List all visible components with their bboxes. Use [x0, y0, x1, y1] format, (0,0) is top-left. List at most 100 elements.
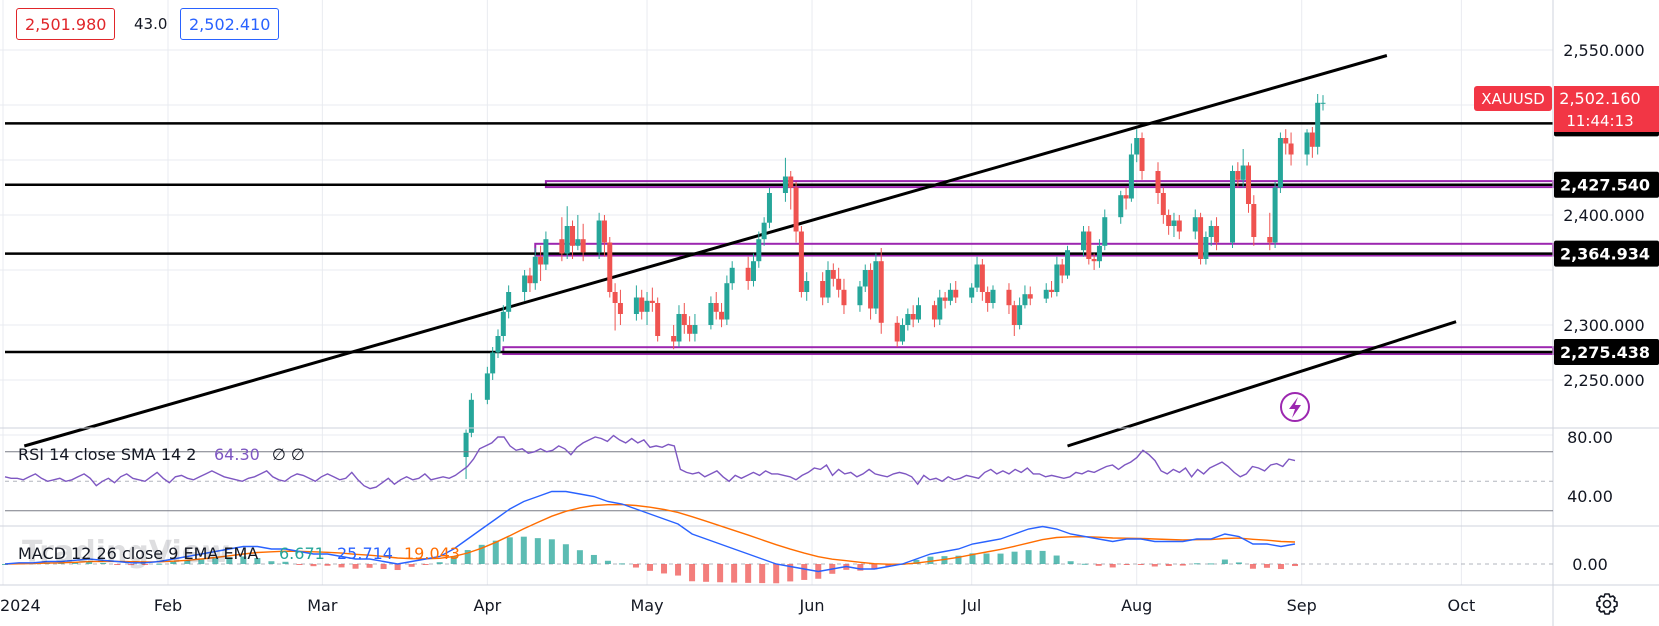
- candle-11: [543, 231, 549, 270]
- macd-hist-33: [464, 550, 471, 564]
- macd-hist-72: [1011, 551, 1018, 564]
- price-tick-0: 2,550.000: [1563, 41, 1644, 60]
- candle-73: [1011, 300, 1017, 336]
- candle-body-33: [713, 303, 719, 312]
- time-tick-8: Sep: [1287, 596, 1317, 615]
- macd-hist-8: [114, 564, 121, 565]
- candle-94: [1166, 209, 1172, 235]
- macd-hist-24: [338, 564, 345, 568]
- candle-body-92: [1155, 171, 1161, 193]
- rsi-legend[interactable]: RSI 14 close SMA 14 2 64.30 ∅ ∅: [18, 445, 305, 464]
- candle-6: [506, 285, 512, 319]
- candle-102: [1230, 165, 1236, 248]
- candle-97: [1192, 209, 1198, 240]
- candle-body-73: [1011, 305, 1017, 325]
- candle-20: [612, 283, 618, 331]
- candle-body-39: [756, 239, 762, 262]
- candle-41: [766, 187, 772, 229]
- macd-hist-50: [703, 564, 710, 582]
- candle-66: [953, 281, 959, 303]
- time-tick-1: Feb: [154, 596, 182, 615]
- macd-hist-80: [1123, 564, 1130, 565]
- time-axis[interactable]: 2024 Feb Mar Apr May Jun Jul Aug Sep Oct: [0, 596, 1475, 615]
- gear-icon[interactable]: [1596, 593, 1618, 615]
- ask-price-box[interactable]: 2,502.410: [180, 8, 280, 40]
- candle-body-26: [655, 303, 661, 336]
- macd-hist-31: [436, 562, 443, 564]
- candle-body-20: [612, 292, 618, 303]
- candle-50: [836, 267, 842, 298]
- macd-hist-87: [1221, 559, 1228, 564]
- candle-body-81: [1065, 250, 1071, 276]
- candle-33: [713, 292, 719, 320]
- candle-body-103: [1235, 171, 1241, 180]
- lightning-icon[interactable]: [1280, 392, 1310, 422]
- candle-84: [1091, 253, 1097, 270]
- macd-hist-39: [548, 539, 555, 564]
- candle-101: [1214, 217, 1220, 251]
- candle-27: [671, 325, 677, 350]
- symbol-label: XAUUSD: [1481, 90, 1545, 108]
- macd-hist-89: [1249, 564, 1256, 569]
- candle-72: [1006, 283, 1012, 314]
- candle-body-51: [841, 289, 847, 306]
- level-tag-text-1: 2,427.540: [1560, 176, 1650, 195]
- macd-value-2: 25.714: [337, 544, 393, 563]
- macd-hist-27: [380, 564, 387, 570]
- candle-body-89: [1128, 154, 1134, 199]
- price-tick-3: 2,250.000: [1563, 371, 1644, 390]
- candle-99: [1203, 231, 1209, 265]
- macd-hist-32: [450, 556, 457, 564]
- candle-body-7: [522, 275, 528, 292]
- candle-body-17: [596, 220, 602, 253]
- level-tag-bg-3: [1554, 339, 1659, 366]
- candle-body-24: [644, 300, 650, 312]
- candle-body-2: [484, 373, 490, 400]
- macd-hist-54: [759, 564, 766, 584]
- price-axis[interactable]: 2,550.000 2,400.000 2,300.000 2,250.000 80.0…: [1563, 41, 1644, 574]
- candle-64: [942, 292, 948, 309]
- tradingview-watermark: TradingView: [22, 535, 230, 570]
- candle-80: [1059, 259, 1065, 284]
- candle-body-60: [910, 314, 916, 320]
- candle-30: [687, 316, 693, 342]
- candle-57: [894, 316, 900, 347]
- macd-hist-74: [1039, 550, 1046, 564]
- macd-hist-48: [675, 564, 682, 576]
- candle-81: [1065, 245, 1071, 279]
- candle-body-72: [1006, 289, 1012, 306]
- candle-0: [463, 429, 469, 479]
- candle-body-59: [905, 314, 911, 325]
- macd-hist-76: [1067, 561, 1074, 564]
- candle-body-45: [798, 231, 804, 292]
- candle-body-12: [559, 239, 565, 254]
- macd-legend[interactable]: MACD 12 26 close 9 EMA EMA 6.671 25.714 …: [18, 544, 460, 563]
- candle-body-57: [894, 322, 900, 342]
- candle-60: [910, 305, 916, 328]
- spread-value: 43.0: [134, 15, 168, 33]
- rsi-name: RSI 14 close SMA 14 2: [18, 445, 196, 464]
- macd-value-1: 6.671: [279, 544, 325, 563]
- time-tick-4: May: [630, 596, 663, 615]
- macd-pane: [2, 490, 1553, 584]
- candle-body-74: [1017, 305, 1023, 325]
- bid-price-box[interactable]: 2,501.980: [16, 8, 116, 40]
- rsi-tail: ∅ ∅: [272, 445, 305, 464]
- candle-body-47: [820, 281, 826, 298]
- candle-21: [617, 289, 623, 325]
- candle-111: [1288, 132, 1294, 166]
- macd-hist-86: [1207, 563, 1214, 565]
- macd-hist-14: [198, 558, 205, 564]
- candle-body-36: [729, 267, 735, 284]
- candle-91: [1139, 132, 1145, 180]
- candle-95: [1171, 212, 1177, 237]
- candle-body-115: [1320, 102, 1326, 104]
- candle-body-88: [1123, 195, 1129, 199]
- time-tick-5: Jun: [799, 596, 825, 615]
- candle-103: [1235, 162, 1241, 188]
- candle-body-114: [1315, 102, 1321, 147]
- candle-114: [1315, 94, 1321, 155]
- candle-88: [1123, 187, 1129, 210]
- candle-49: [830, 263, 836, 287]
